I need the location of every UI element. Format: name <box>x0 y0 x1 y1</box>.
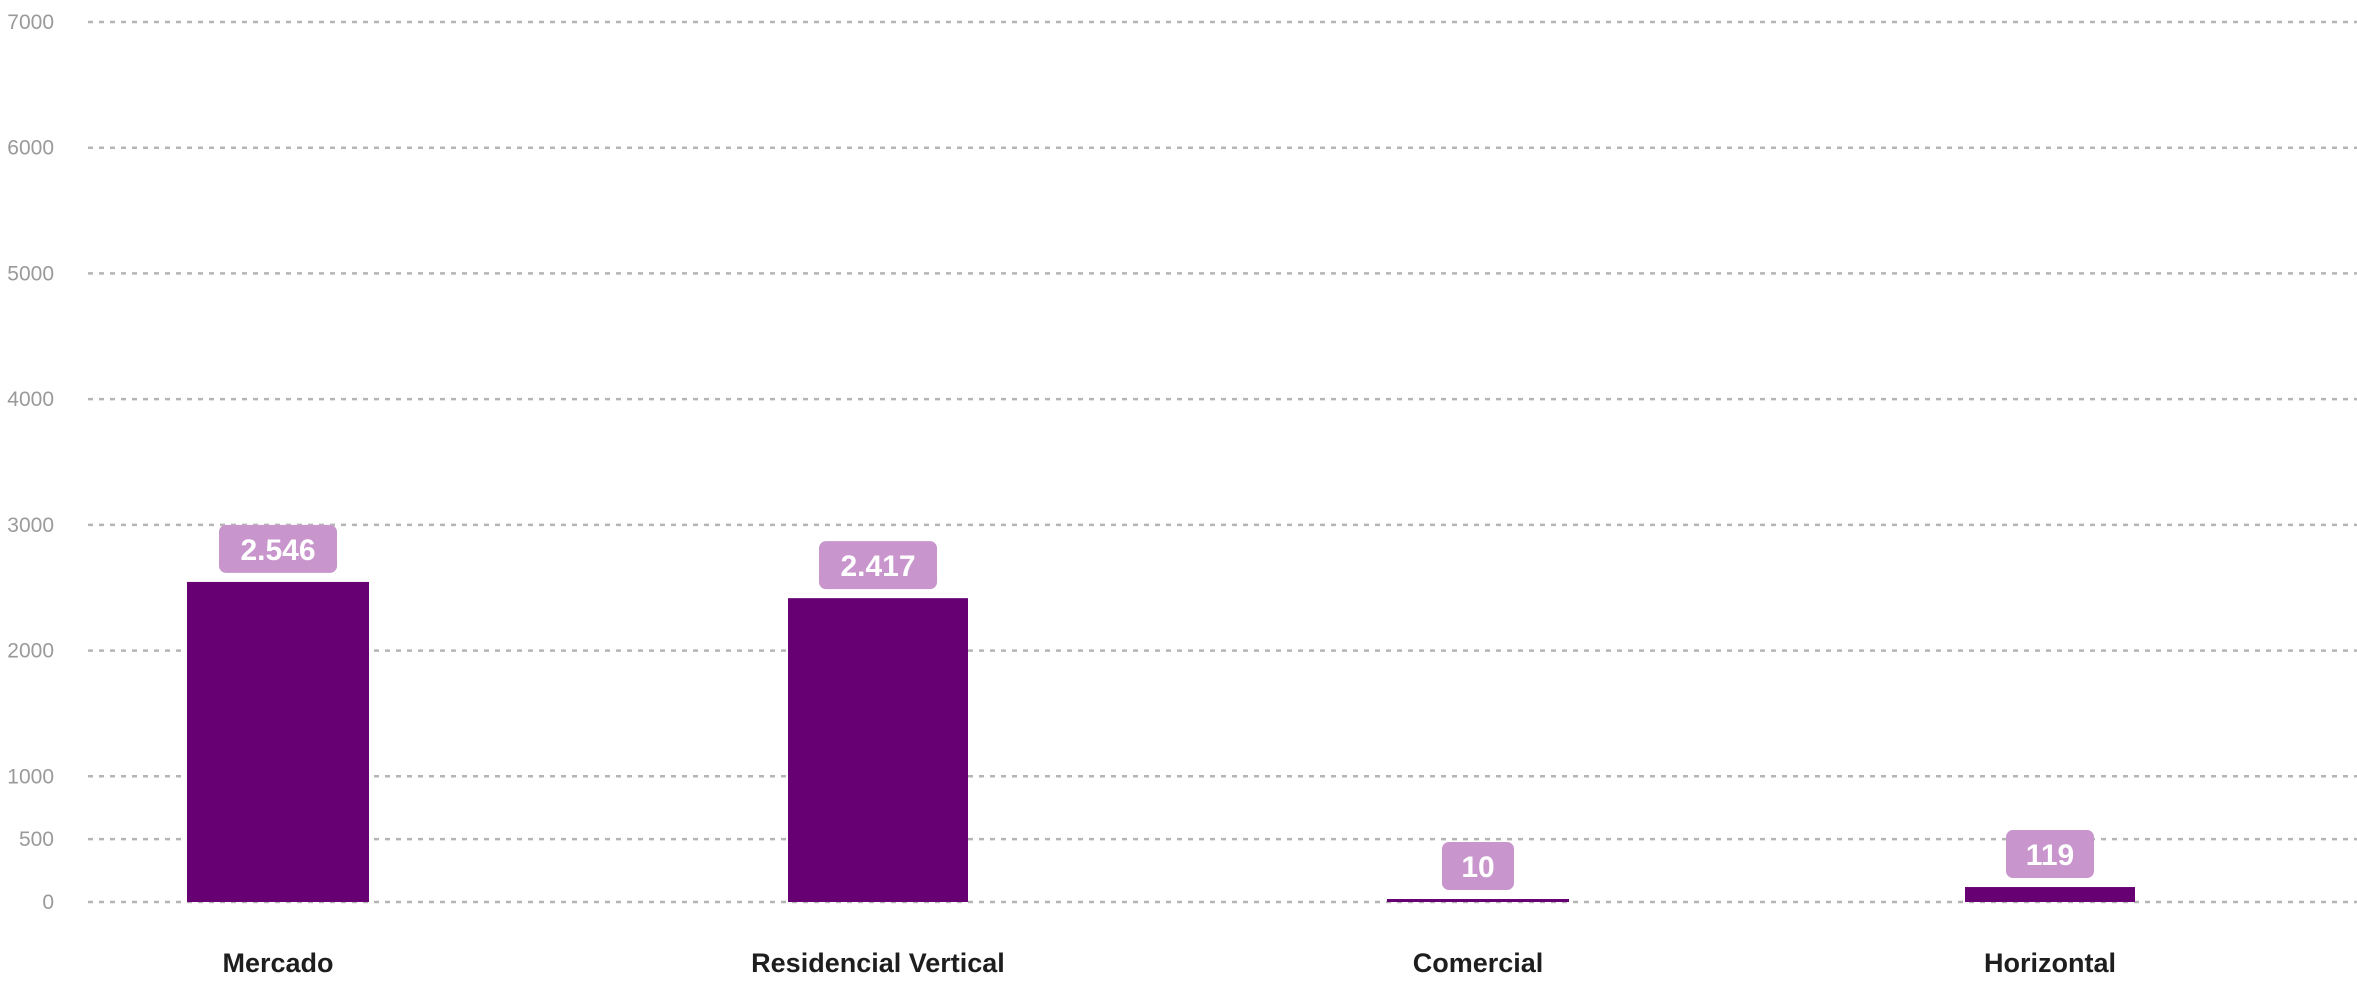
y-tick-label-5000: 5000 <box>7 262 54 285</box>
bar-horizontal[interactable] <box>1965 887 2135 902</box>
bars <box>187 581 2135 902</box>
y-tick-label-2000: 2000 <box>7 640 54 663</box>
value-label-3: 119 <box>2026 839 2074 872</box>
y-axis-tick-labels: 0 500 1000 2000 3000 4000 5000 6000 7000 <box>7 11 54 914</box>
value-label-2: 10 <box>1461 851 1494 884</box>
bar-residencial-vertical[interactable] <box>788 598 968 902</box>
category-label-2: Comercial <box>1413 948 1544 978</box>
y-tick-label-7000: 7000 <box>7 11 54 34</box>
value-label-bg-3 <box>2006 830 2094 879</box>
y-tick-label-6000: 6000 <box>7 137 54 160</box>
y-tick-label-500: 500 <box>19 828 54 851</box>
y-tick-label-3000: 3000 <box>7 514 54 537</box>
y-tick-label-1000: 1000 <box>7 765 54 788</box>
value-labels: 2.546 2.417 10 119 <box>219 524 2094 890</box>
value-label-bg-0 <box>219 524 337 573</box>
category-label-1: Residencial Vertical <box>751 948 1005 978</box>
y-tick-label-0: 0 <box>42 891 54 914</box>
value-label-bg-1 <box>819 541 937 590</box>
value-label-bg-2 <box>1442 842 1514 890</box>
value-label-0: 2.546 <box>240 534 315 567</box>
grid-lines <box>88 20 2357 904</box>
x-axis-category-labels: Mercado Residencial Vertical Comercial Hori… <box>222 948 2116 978</box>
bar-mercado[interactable] <box>187 581 369 902</box>
bar-comercial[interactable] <box>1387 899 1569 902</box>
category-label-3: Horizontal <box>1984 948 2116 978</box>
y-tick-label-4000: 4000 <box>7 388 54 411</box>
value-label-1: 2.417 <box>840 550 915 583</box>
category-label-0: Mercado <box>222 948 333 978</box>
